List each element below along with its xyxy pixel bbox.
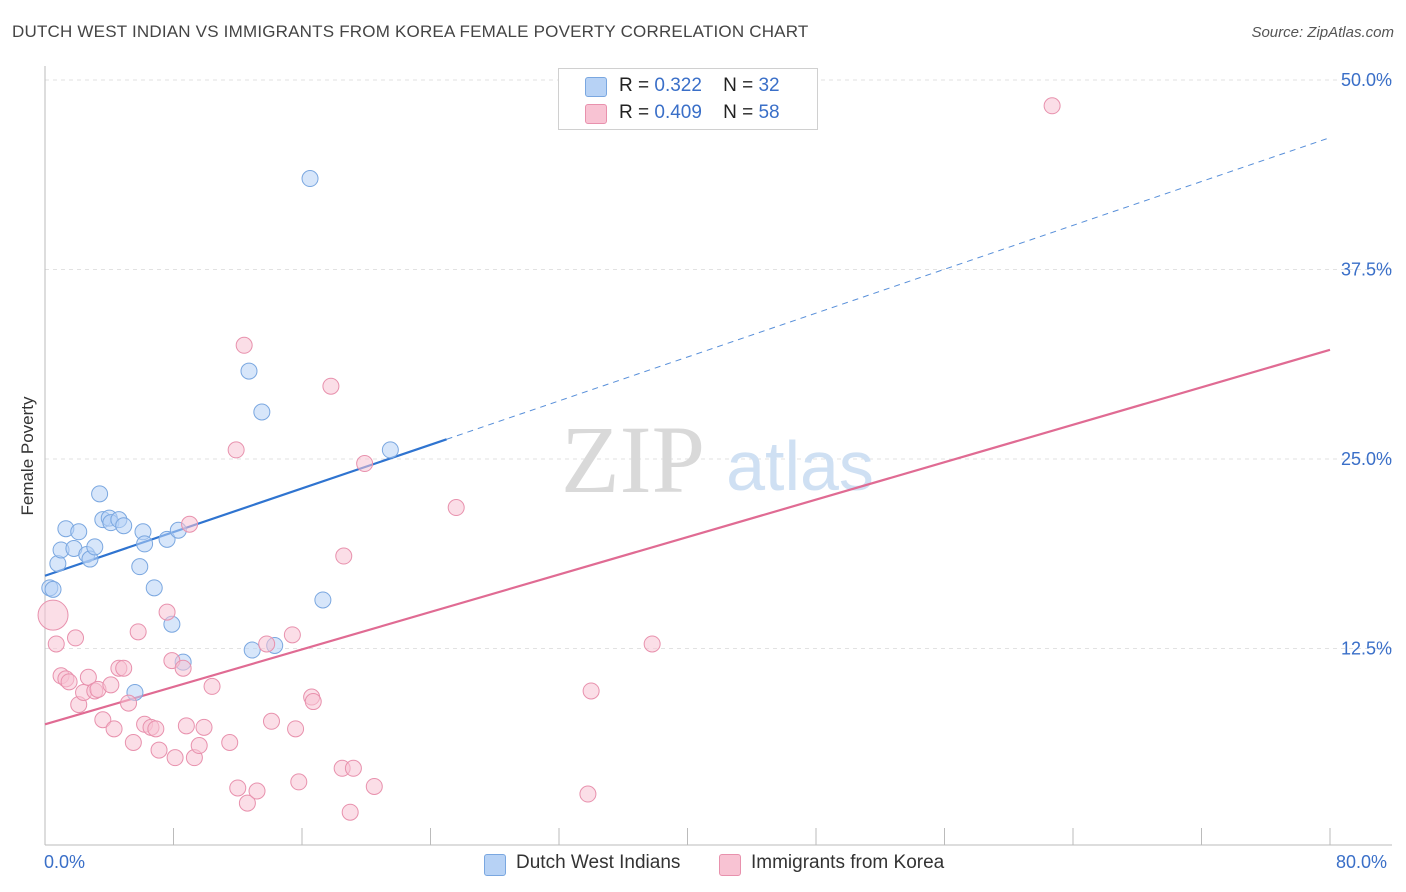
data-point xyxy=(335,547,353,565)
n-label: N = xyxy=(723,102,754,123)
data-point xyxy=(229,779,247,797)
data-point xyxy=(158,603,176,621)
n-value: 58 xyxy=(758,102,780,123)
n-label: N = xyxy=(723,75,754,96)
legend-label: Dutch West Indians xyxy=(516,852,681,873)
data-point xyxy=(238,794,256,812)
y-tick-label: 37.5% xyxy=(1341,260,1392,280)
data-point xyxy=(129,623,147,641)
data-point xyxy=(44,580,62,598)
legend-item-dutch-west-indians: Dutch West Indians xyxy=(484,852,704,878)
data-point xyxy=(322,377,340,395)
data-point xyxy=(235,336,253,354)
data-point xyxy=(243,641,261,659)
data-point xyxy=(79,668,97,686)
data-point xyxy=(287,720,305,738)
data-point xyxy=(70,523,88,541)
data-point xyxy=(248,782,266,800)
data-point xyxy=(582,682,600,700)
legend-label: Immigrants from Korea xyxy=(751,852,945,873)
data-point xyxy=(60,673,78,691)
r-value: 0.409 xyxy=(654,102,702,123)
trend-line xyxy=(44,348,1331,726)
data-point xyxy=(314,591,332,609)
data-point xyxy=(447,499,465,517)
data-point xyxy=(47,635,65,653)
data-point xyxy=(37,599,69,631)
legend-swatch-blue xyxy=(484,854,506,876)
data-point xyxy=(105,720,123,738)
data-point xyxy=(344,759,362,777)
trend-lines xyxy=(44,137,1331,726)
data-point xyxy=(177,717,195,735)
y-tick-label: 25.0% xyxy=(1341,449,1392,469)
data-point xyxy=(253,403,271,421)
data-point xyxy=(262,712,280,730)
data-point xyxy=(190,737,208,755)
data-point xyxy=(579,785,597,803)
data-point xyxy=(158,530,176,548)
n-value: 32 xyxy=(758,75,780,96)
legend-swatch-pink xyxy=(719,854,741,876)
x-axis-max-label: 80.0% xyxy=(1336,852,1388,872)
data-point xyxy=(643,635,661,653)
data-point xyxy=(301,170,319,188)
data-point xyxy=(174,659,192,677)
r-value: 0.322 xyxy=(654,75,702,96)
data-point xyxy=(258,635,276,653)
data-point xyxy=(120,694,138,712)
trend-line-extension xyxy=(446,137,1331,440)
data-point xyxy=(227,441,245,459)
data-point xyxy=(356,455,374,473)
chart-title: DUTCH WEST INDIAN VS IMMIGRANTS FROM KOR… xyxy=(12,22,809,41)
data-point xyxy=(102,676,120,694)
data-point xyxy=(381,441,399,459)
data-point xyxy=(86,538,104,556)
legend-item-immigrants-from-korea: Immigrants from Korea xyxy=(719,852,969,878)
data-point xyxy=(91,485,109,503)
legend-swatch-blue xyxy=(585,77,607,97)
data-point xyxy=(67,629,85,647)
data-point xyxy=(1043,97,1061,115)
data-point xyxy=(283,626,301,644)
y-tick-labels: 12.5% 25.0% 37.5% 50.0% xyxy=(1341,70,1392,659)
watermark-atlas: atlas xyxy=(726,427,874,505)
data-point xyxy=(115,517,133,535)
y-tick-label: 12.5% xyxy=(1341,639,1392,659)
data-point xyxy=(195,718,213,736)
data-point xyxy=(136,535,154,553)
data-point xyxy=(341,803,359,821)
data-point xyxy=(94,711,112,729)
data-point xyxy=(131,558,149,576)
data-point xyxy=(240,362,258,380)
data-point xyxy=(145,579,163,597)
data-point xyxy=(365,777,383,795)
data-point xyxy=(290,773,308,791)
legend-swatch-pink xyxy=(585,104,607,124)
data-point xyxy=(124,733,142,751)
trend-line xyxy=(44,438,447,577)
r-label: R = xyxy=(619,102,650,123)
watermark-zip: ZIP xyxy=(561,406,705,513)
data-point xyxy=(221,733,239,751)
data-point xyxy=(166,749,184,767)
data-point xyxy=(150,741,168,759)
data-point xyxy=(203,677,221,695)
watermark: ZIP atlas xyxy=(561,406,874,513)
data-point xyxy=(181,515,199,533)
data-point xyxy=(115,659,133,677)
data-points xyxy=(37,97,1061,821)
correlation-legend: R = 0.322 N = 32 R = 0.409 N = 58 xyxy=(558,68,818,130)
source-label: Source: ZipAtlas.com xyxy=(1251,24,1394,41)
r-label: R = xyxy=(619,75,650,96)
data-point xyxy=(304,693,322,711)
data-point xyxy=(147,720,165,738)
axes xyxy=(44,66,1392,846)
x-axis-min-label: 0.0% xyxy=(44,852,86,872)
y-tick-label: 50.0% xyxy=(1341,70,1392,90)
